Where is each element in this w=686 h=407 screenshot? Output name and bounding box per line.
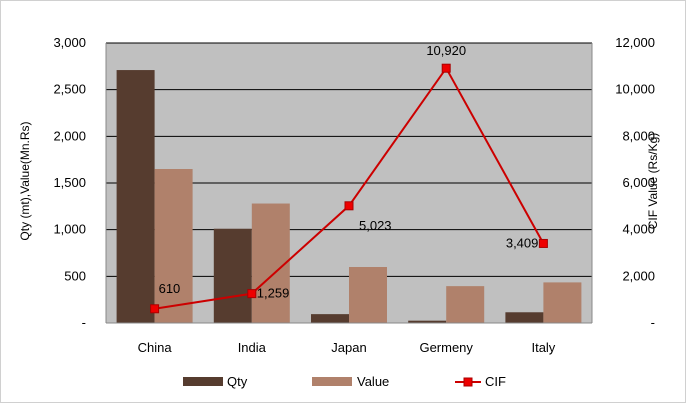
y-axis-label: Qty (mt),Value(Mn.Rs)	[18, 121, 32, 240]
x-tick-label: Italy	[531, 340, 555, 355]
y-tick-label: 3,000	[53, 35, 86, 50]
y2-tick-label: 12,000	[615, 35, 655, 50]
legend-label-cif: CIF	[485, 374, 506, 389]
cif-point	[247, 289, 257, 299]
y2-tick-label: 2,000	[622, 268, 655, 283]
qty-bar	[213, 228, 252, 323]
y-tick-label: -	[82, 315, 86, 330]
legend-swatch-qty	[183, 377, 223, 386]
value-bar	[543, 282, 582, 323]
x-tick-label: India	[238, 340, 267, 355]
cif-data-label: 3,409	[506, 235, 539, 250]
cif-data-label: 10,920	[426, 43, 466, 58]
x-tick-label: Japan	[331, 340, 366, 355]
legend-label-value: Value	[357, 374, 389, 389]
y2-tick-label: 8,000	[622, 128, 655, 143]
cif-data-label: 1,259	[257, 286, 290, 301]
value-bar	[251, 203, 290, 323]
legend-swatch-value	[312, 377, 352, 386]
y2-tick-label: -	[651, 315, 655, 330]
y-tick-label: 2,500	[53, 82, 86, 97]
legend-label-qty: Qty	[227, 374, 248, 389]
x-tick-label: China	[138, 340, 173, 355]
data-labels: 610 1,259 5,023 10,920 3,409	[159, 43, 539, 300]
x-tick-label: Germeny	[419, 340, 473, 355]
y2-axis-label: CIF Value (Rs/Kg)	[646, 133, 660, 229]
legend: Qty Value CIF	[183, 374, 506, 389]
legend-marker-cif	[463, 377, 473, 387]
cif-point	[150, 304, 160, 314]
cif-data-label: 5,023	[359, 218, 392, 233]
cif-point	[538, 238, 548, 248]
qty-bar	[505, 312, 544, 323]
cif-point	[441, 63, 451, 73]
cif-line	[150, 63, 548, 314]
qty-bar	[116, 70, 155, 323]
cif-data-label: 610	[159, 281, 181, 296]
y2-tick-label: 10,000	[615, 82, 655, 97]
qty-bar	[408, 320, 447, 323]
value-bar	[154, 169, 193, 323]
value-bar	[349, 267, 387, 323]
y-tick-label: 1,000	[53, 222, 86, 237]
qty-bar	[311, 314, 349, 323]
value-bar	[446, 286, 485, 323]
bars	[116, 70, 582, 323]
y2-tick-label: 4,000	[622, 222, 655, 237]
cif-point	[344, 201, 354, 211]
y2-tick-label: 6,000	[622, 175, 655, 190]
y-tick-label: 1,500	[53, 175, 86, 190]
y-tick-label: 500	[64, 268, 86, 283]
y-tick-label: 2,000	[53, 128, 86, 143]
axes: - - 500 2,000 1,000 4,000 1,500 6,000 2,000 8,000…	[53, 35, 655, 355]
